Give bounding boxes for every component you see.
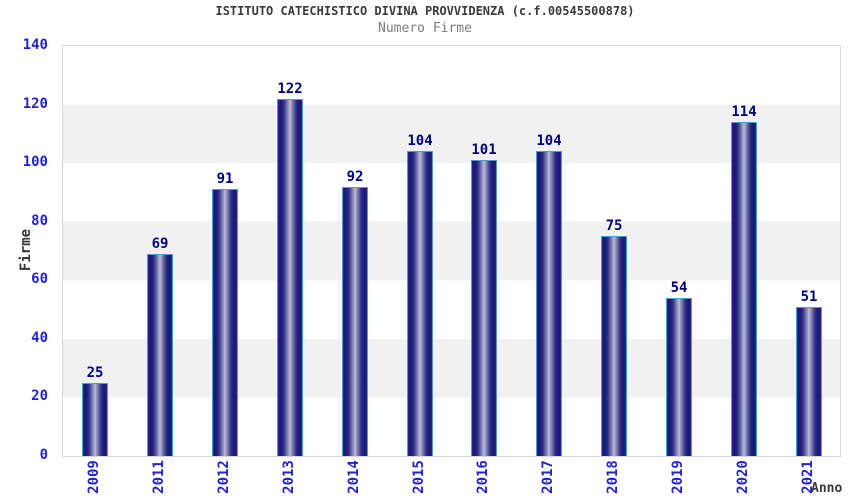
bar [536, 151, 562, 456]
bar-value-label: 25 [86, 365, 104, 381]
bar-value-label: 114 [731, 104, 757, 120]
bar-value-label: 92 [346, 169, 364, 185]
bar [601, 236, 627, 456]
bar-value-label: 51 [800, 289, 818, 305]
x-tick-label: 2011 [151, 460, 167, 494]
plot-area: 25 69 91 122 92 104 101 104 75 54 114 51 [62, 45, 841, 457]
y-tick-label: 140 [22, 37, 48, 53]
bar-value-label: 69 [151, 236, 169, 252]
bar [277, 99, 303, 456]
x-tick-label: 2009 [86, 460, 102, 494]
x-tick-label: 2014 [346, 460, 362, 494]
bar [342, 187, 368, 456]
x-tick-label: 2012 [216, 460, 232, 494]
y-tick-label: 100 [22, 154, 48, 171]
y-tick-label: 20 [31, 388, 48, 405]
y-tick-label: 60 [31, 271, 48, 288]
bar [731, 122, 757, 456]
bar-value-label: 101 [471, 142, 497, 158]
bar-value-label: 91 [216, 171, 234, 187]
bar-value-label: 122 [277, 81, 303, 97]
bar-value-label: 75 [605, 218, 623, 234]
y-tick-label: 120 [22, 95, 48, 112]
x-tick-label: 2019 [670, 460, 686, 494]
y-tick-label: 80 [31, 212, 48, 229]
bar-value-label: 104 [407, 133, 433, 149]
bar-value-label: 104 [536, 133, 562, 149]
y-tick-label: 40 [31, 329, 48, 346]
bar [407, 151, 433, 456]
x-tick-label: 2018 [605, 460, 621, 494]
bar [666, 298, 692, 456]
bar [212, 189, 238, 456]
bar [471, 160, 497, 456]
y-axis-title: Firme [18, 228, 34, 272]
bar [82, 383, 108, 456]
x-tick-label: 2013 [281, 460, 297, 494]
chart-subtitle: Numero Firme [378, 21, 472, 36]
y-tick-label: 0 [39, 447, 48, 463]
x-tick-label: 2016 [475, 460, 491, 494]
bar-value-label: 54 [670, 280, 688, 296]
x-tick-label: 2017 [540, 460, 556, 494]
x-axis-title: Anno [811, 481, 843, 496]
x-tick-label: 2015 [411, 460, 427, 494]
x-tick-label: 2020 [735, 460, 751, 494]
chart-title: ISTITUTO CATECHISTICO DIVINA PROVVIDENZA… [215, 4, 635, 18]
bar [796, 307, 822, 456]
bar [147, 254, 173, 456]
